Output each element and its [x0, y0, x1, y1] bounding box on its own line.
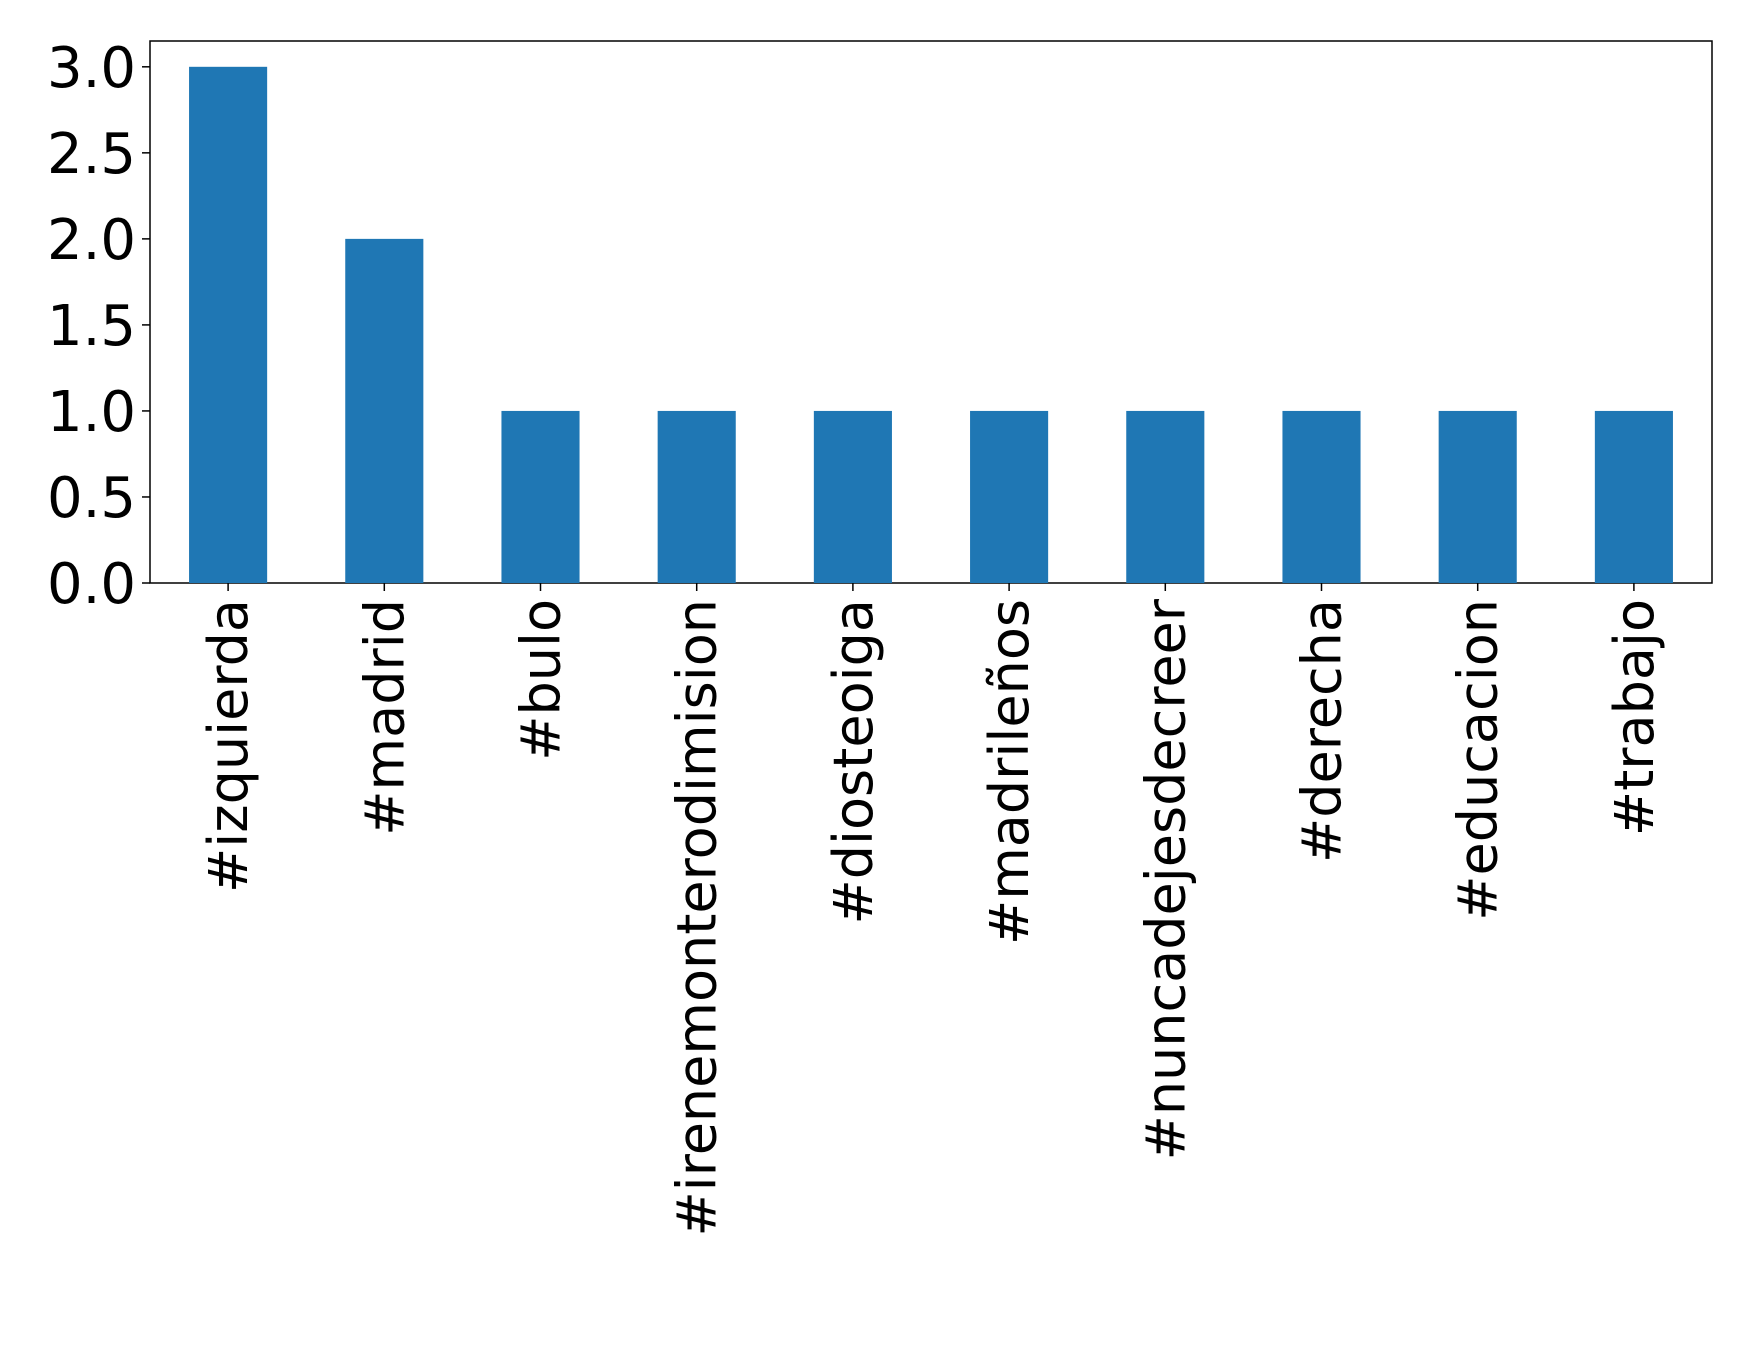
y-tick-label: 1.0	[47, 380, 136, 445]
y-tick-label: 2.0	[47, 208, 136, 273]
y-tick-label: 0.5	[47, 466, 136, 531]
bar	[813, 410, 892, 583]
x-tick-label: #derecha	[1291, 599, 1354, 863]
bar	[657, 410, 736, 583]
x-tick-label: #bulo	[510, 599, 573, 761]
plot-frame	[149, 40, 1713, 584]
x-tick-label: #diosteoiga	[822, 599, 885, 925]
bar	[1282, 410, 1361, 583]
x-tick-label: #madrid	[353, 599, 416, 836]
bar	[189, 66, 268, 584]
x-tick-label: #trabajo	[1603, 599, 1666, 836]
x-tick-label: #educacion	[1447, 599, 1510, 921]
x-tick-label: #nuncadejesdecreer	[1134, 598, 1197, 1160]
x-tick-label: #irenemonterodimision	[666, 599, 729, 1237]
y-tick-label: 2.5	[47, 122, 136, 187]
bar	[501, 410, 580, 583]
bar	[345, 238, 424, 583]
bar	[1126, 410, 1205, 583]
bar	[1438, 410, 1517, 583]
y-tick-label: 0.0	[47, 552, 136, 617]
y-tick-label: 3.0	[47, 36, 136, 101]
x-tick-label: #izquierda	[197, 599, 260, 893]
x-tick-label: #madrileños	[978, 599, 1041, 945]
bar	[970, 410, 1049, 583]
bar	[1594, 410, 1673, 583]
y-tick-label: 1.5	[47, 294, 136, 359]
